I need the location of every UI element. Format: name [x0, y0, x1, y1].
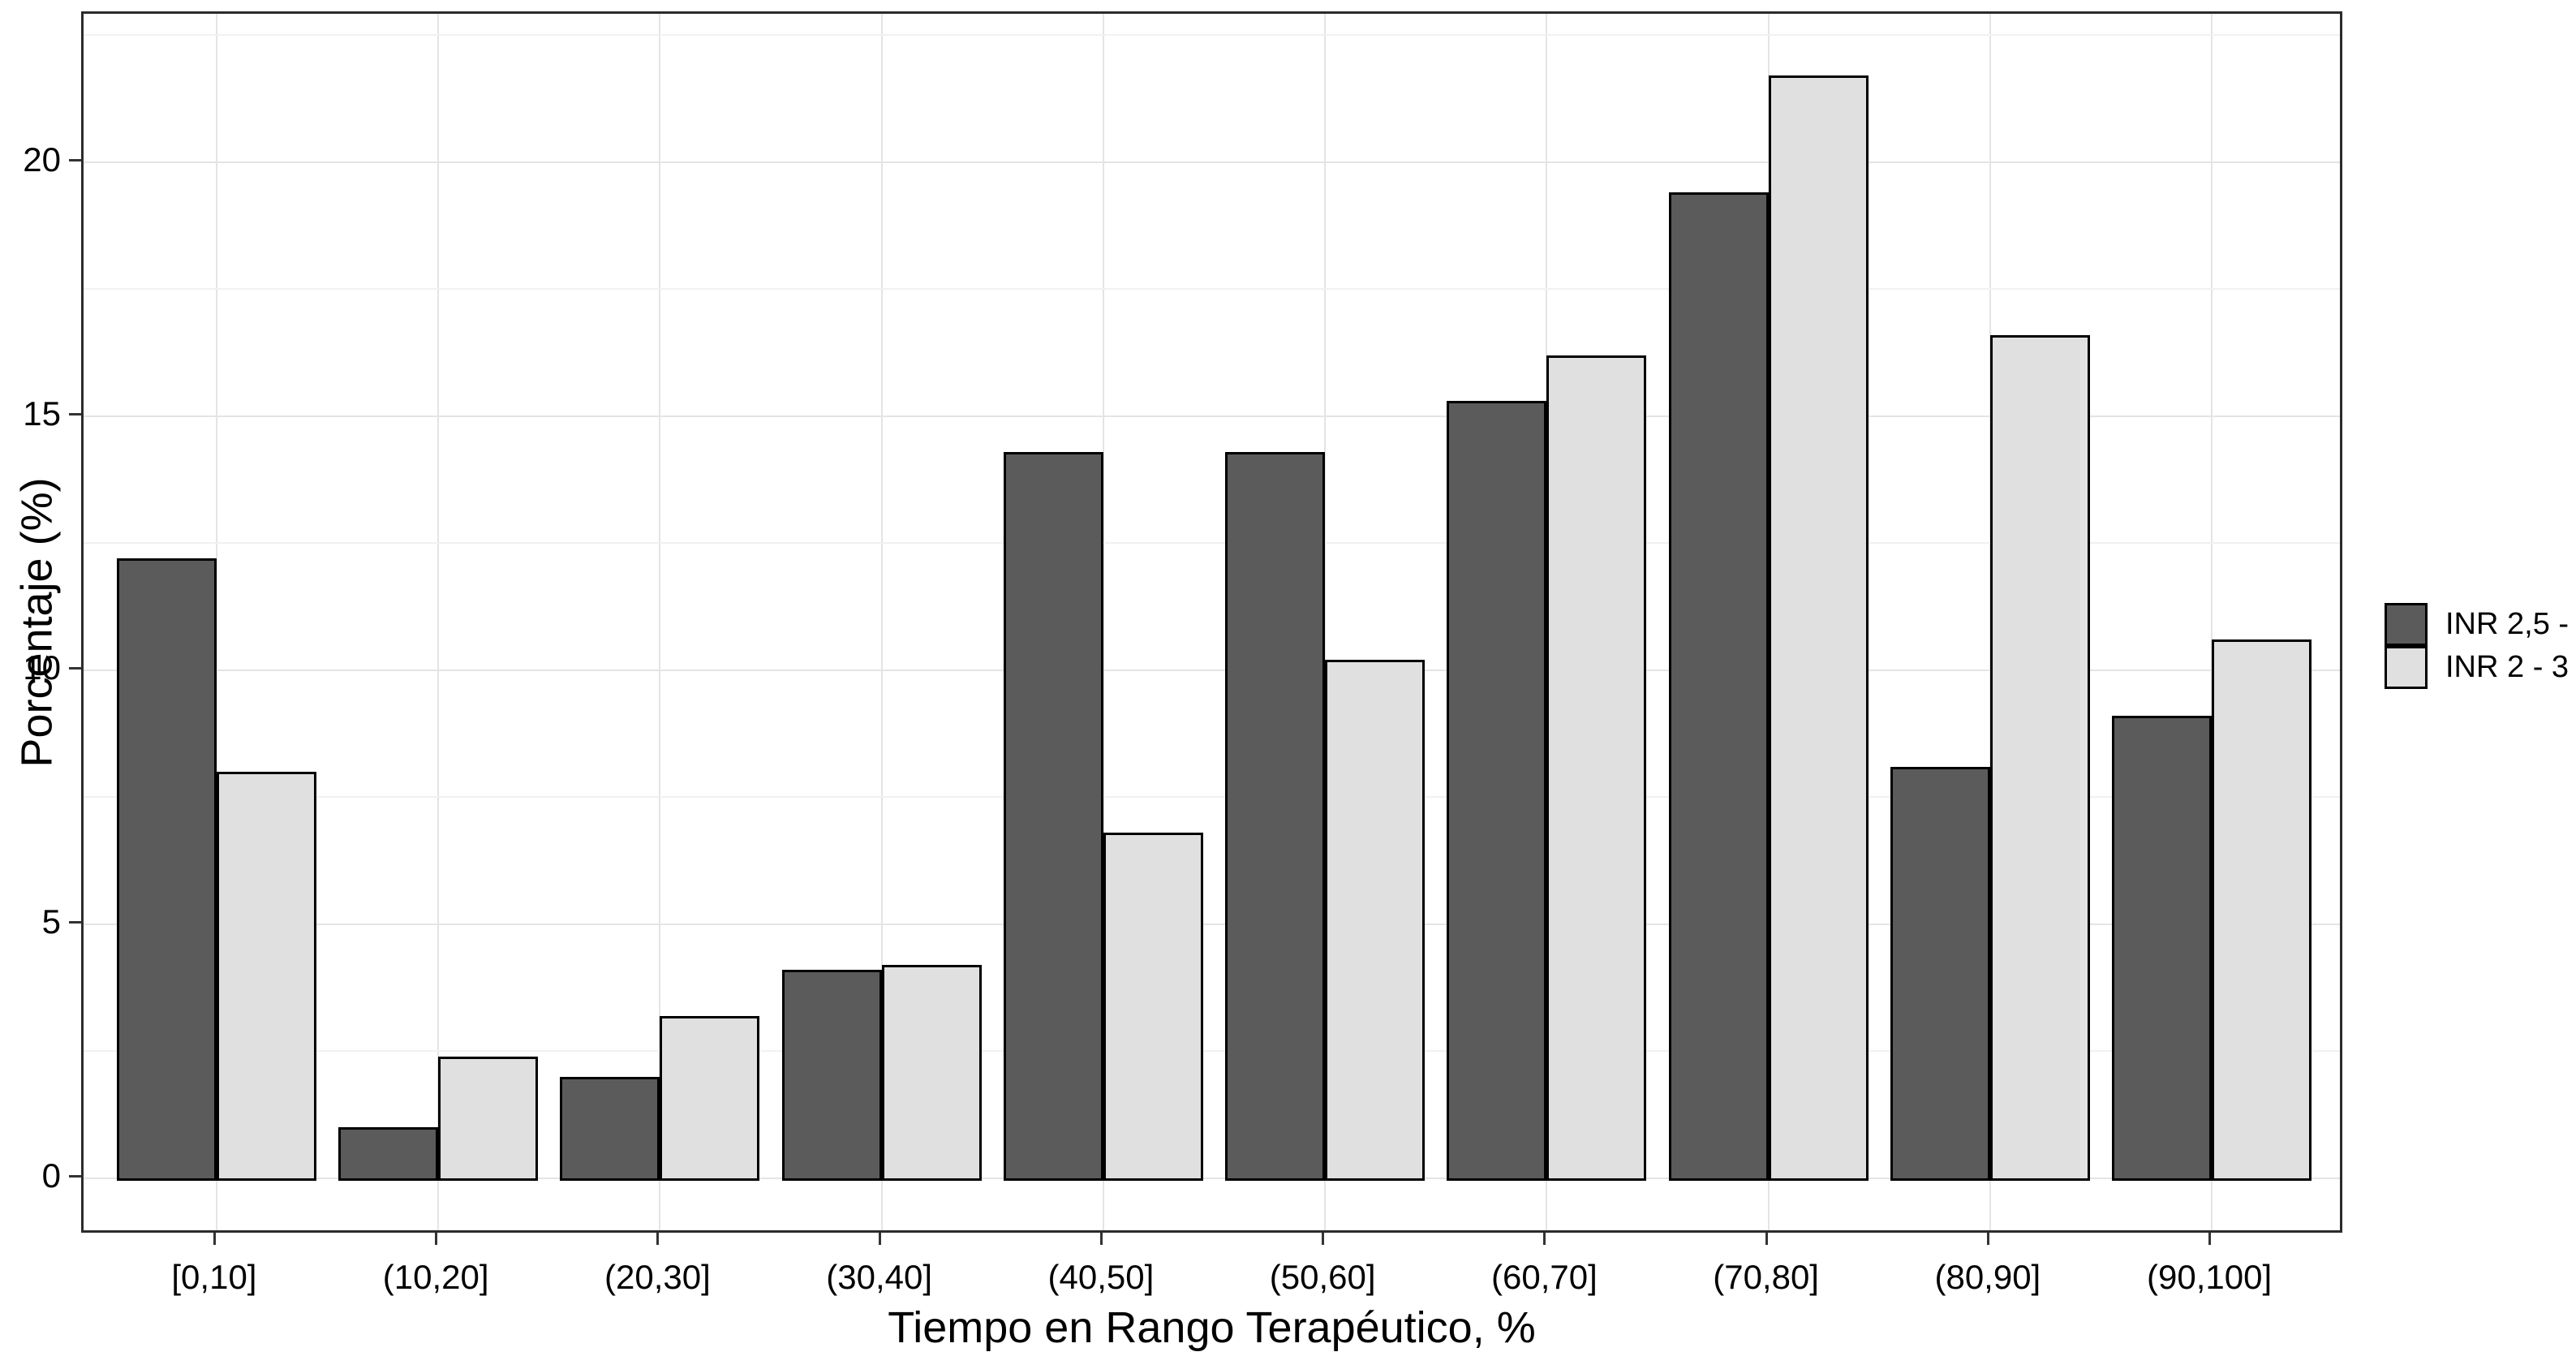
bar-inr-2-3 — [1325, 660, 1426, 1181]
y-axis-tick-label: 5 — [41, 902, 61, 941]
y-axis-tick-label: 20 — [23, 140, 61, 179]
legend-entry: INR 2 - 3 — [2385, 646, 2576, 689]
x-axis-tick-label: (80,90] — [1934, 1258, 2041, 1296]
grouped-bar-chart: 0 5 10 15 20 [0,10] (10,20] (20,30] (30,40] (40,5… — [0, 11, 2576, 1351]
bar-inr-2-3 — [1103, 833, 1203, 1181]
gridline-major — [84, 923, 2340, 925]
x-axis-tick-label: (60,70] — [1490, 1258, 1598, 1296]
bar-inr-25-35 — [1890, 766, 1990, 1181]
x-axis-tick-label: (90,100] — [2147, 1258, 2273, 1296]
x-axis-tick-label: (40,50] — [1047, 1258, 1155, 1296]
gridline-vertical — [880, 14, 883, 1230]
legend-swatch-light — [2385, 646, 2428, 689]
bar-inr-2-3 — [1989, 334, 2090, 1181]
x-axis-title: Tiempo en Rango Terapéutico, % — [888, 1303, 1536, 1352]
bar-inr-2-3 — [881, 964, 982, 1181]
x-axis-tick — [1543, 1233, 1546, 1245]
bar-inr-2-3 — [660, 1015, 760, 1181]
legend-label: INR 2 - 3 — [2445, 650, 2570, 684]
bar-inr-25-35 — [560, 1076, 660, 1181]
x-axis-tick — [656, 1233, 660, 1245]
bar-inr-25-35 — [781, 970, 882, 1181]
x-axis-tick-label: (30,40] — [826, 1258, 933, 1296]
y-axis-tick — [69, 158, 81, 161]
bar-inr-2-3 — [216, 772, 316, 1181]
gridline-vertical — [437, 14, 440, 1230]
bar-inr-25-35 — [2112, 716, 2213, 1181]
bar-inr-25-35 — [1003, 451, 1103, 1181]
gridline-vertical — [215, 14, 217, 1230]
x-axis-tick-label: (20,30] — [604, 1258, 711, 1296]
bar-inr-2-3 — [438, 1056, 539, 1181]
y-axis-tick — [69, 666, 81, 670]
gridline-minor — [84, 34, 2340, 37]
gridline-vertical — [1102, 14, 1104, 1230]
bar-inr-25-35 — [338, 1127, 439, 1181]
bar-inr-2-3 — [1546, 355, 1647, 1181]
gridline-major — [84, 1178, 2340, 1179]
gridline-minor — [84, 288, 2340, 291]
gridline-minor — [84, 796, 2340, 799]
x-axis-tick — [213, 1233, 216, 1245]
bar-inr-2-3 — [1768, 75, 1869, 1181]
x-axis-tick — [435, 1233, 438, 1245]
x-axis-tick — [1765, 1233, 1768, 1245]
legend-entry: INR 2,5 - 3,5 — [2385, 603, 2576, 646]
x-axis-tick-label: [0,10] — [171, 1258, 257, 1296]
x-axis-tick-label: (50,60] — [1269, 1258, 1376, 1296]
bar-inr-25-35 — [1225, 451, 1326, 1181]
bar-inr-25-35 — [1447, 400, 1547, 1181]
legend-label: INR 2,5 - 3,5 — [2445, 607, 2576, 641]
gridline-minor — [84, 542, 2340, 545]
x-axis-tick — [1099, 1233, 1103, 1245]
gridline-major — [84, 669, 2340, 671]
y-axis-title: Porcentaje (%) — [0, 11, 75, 1233]
gridline-vertical — [1324, 14, 1327, 1230]
y-axis-tick-label: 0 — [41, 1156, 61, 1195]
y-axis-tick-label: 15 — [23, 394, 61, 433]
x-axis-tick — [1322, 1233, 1325, 1245]
gridline-major — [84, 161, 2340, 163]
y-axis-tick — [69, 412, 81, 416]
gridline-minor — [84, 1050, 2340, 1053]
x-axis-tick — [2208, 1233, 2212, 1245]
plot-panel — [81, 11, 2342, 1233]
x-axis-tick — [1986, 1233, 1989, 1245]
x-axis-tick-label: (70,80] — [1713, 1258, 1819, 1296]
gridline-major — [84, 415, 2340, 417]
bar-inr-25-35 — [1668, 192, 1769, 1181]
legend: INR 2,5 - 3,5 INR 2 - 3 — [2385, 603, 2576, 689]
legend-swatch-dark — [2385, 603, 2428, 646]
y-axis-title-text: Porcentaje (%) — [13, 476, 62, 768]
bar-inr-25-35 — [116, 558, 217, 1181]
x-axis-tick — [878, 1233, 881, 1245]
y-axis-tick — [69, 920, 81, 924]
gridline-vertical — [659, 14, 661, 1230]
bar-inr-2-3 — [2212, 639, 2312, 1181]
gridline-vertical — [2211, 14, 2213, 1230]
y-axis-tick-label: 10 — [23, 648, 61, 687]
y-axis-tick — [69, 1175, 81, 1178]
x-axis-tick-label: (10,20] — [382, 1258, 489, 1296]
